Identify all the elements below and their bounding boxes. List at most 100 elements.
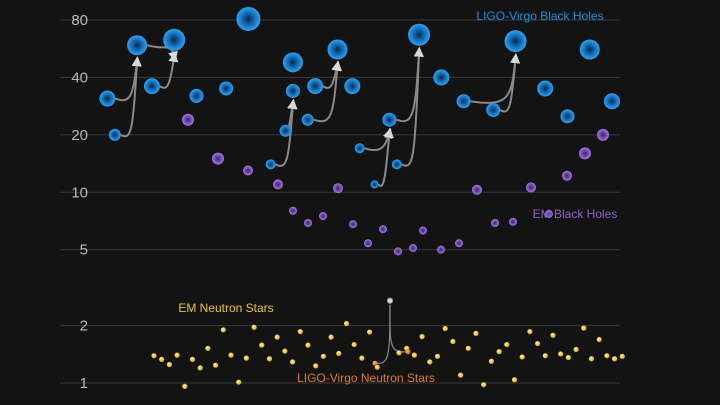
em-black-hole (289, 206, 297, 215)
em-black-hole (349, 220, 357, 229)
em-neutron-star (205, 345, 211, 351)
y-tick-label: 1 (80, 375, 88, 392)
em-neutron-star (282, 348, 288, 354)
em-neutron-star (519, 354, 525, 360)
em-neutron-star (473, 330, 479, 336)
merger-arrow (401, 46, 424, 167)
series-label: LIGO-Virgo Black Holes (476, 9, 603, 23)
y-tick-label: 80 (71, 12, 88, 29)
ligo-virgo-black-hole (189, 88, 204, 103)
ligo-virgo-black-hole (391, 159, 402, 170)
ligo-virgo-black-hole (307, 78, 324, 95)
em-neutron-star (213, 362, 219, 368)
y-tick-label: 5 (80, 242, 88, 259)
em-neutron-star (228, 352, 234, 358)
merger-arrow (313, 60, 343, 123)
em-black-hole (455, 239, 463, 248)
merger-arrow (374, 304, 391, 365)
em-neutron-star (465, 345, 471, 351)
em-neutron-star (496, 349, 502, 355)
em-black-hole (212, 152, 224, 165)
ligo-virgo-black-hole (344, 78, 361, 95)
em-neutron-star (259, 342, 265, 348)
em-neutron-star (359, 355, 365, 361)
merger-arrow (275, 98, 298, 167)
y-tick-label: 20 (71, 127, 88, 144)
data-points (99, 6, 625, 389)
series-labels: LIGO-Virgo Black Holes EM Black Holes EM N… (178, 9, 617, 385)
y-axis-tick-labels: 1 2 5 10 20 40 80 (71, 12, 88, 392)
em-black-hole (319, 212, 327, 221)
merger-arrow (115, 56, 142, 102)
y-tick-label: 2 (80, 318, 88, 335)
em-neutron-star (243, 355, 249, 361)
ligo-virgo-black-hole (265, 159, 276, 170)
ligo-virgo-black-hole (504, 30, 527, 53)
ligo-virgo-black-hole (560, 109, 575, 124)
em-neutron-star (396, 350, 402, 356)
em-neutron-star (588, 356, 595, 362)
em-neutron-star (182, 383, 188, 389)
ligo-virgo-black-hole (163, 28, 186, 51)
em-neutron-star (197, 365, 203, 371)
em-neutron-star (320, 353, 326, 359)
ligo-virgo-black-hole (408, 23, 431, 46)
ligo-virgo-black-hole (99, 90, 116, 107)
em-neutron-star (336, 350, 342, 356)
em-neutron-star (619, 353, 625, 359)
em-black-hole (243, 165, 253, 176)
series-label: EM Neutron Stars (178, 301, 273, 315)
em-neutron-star (612, 356, 618, 362)
em-black-hole (394, 247, 402, 256)
em-neutron-star (367, 329, 373, 335)
em-neutron-star (504, 341, 510, 348)
em-neutron-star (511, 377, 518, 383)
em-neutron-star (535, 340, 541, 347)
ligo-virgo-black-hole (285, 83, 300, 98)
ligo-virgo-neutron-star (405, 349, 411, 355)
em-neutron-star (450, 338, 456, 345)
em-black-hole (509, 217, 517, 226)
em-neutron-star (573, 346, 579, 353)
ligo-virgo-black-hole (279, 124, 292, 137)
em-neutron-star (313, 363, 319, 369)
em-black-hole (182, 113, 194, 126)
merger-arrow (499, 53, 521, 113)
ligo-virgo-black-hole (327, 39, 348, 60)
em-black-hole (333, 183, 343, 194)
em-neutron-star (411, 352, 417, 358)
em-neutron-star (427, 359, 433, 365)
em-neutron-star (565, 354, 572, 361)
em-neutron-star (220, 327, 226, 333)
ligo-virgo-black-hole (456, 94, 471, 109)
em-neutron-star (542, 353, 548, 359)
em-neutron-star (581, 325, 587, 331)
y-tick-label: 10 (71, 184, 88, 201)
em-black-hole (437, 245, 445, 254)
em-black-hole (597, 128, 609, 141)
ligo-virgo-black-hole (382, 112, 397, 127)
merger-arrow (159, 51, 179, 89)
em-black-hole (491, 218, 499, 227)
series-label: LIGO-Virgo Neutron Stars (297, 371, 435, 385)
em-neutron-star (343, 320, 350, 327)
ligo-virgo-black-hole (604, 93, 620, 110)
em-neutron-star (604, 353, 610, 359)
em-black-hole (562, 170, 572, 181)
series-label: EM Black Holes (533, 207, 618, 221)
em-neutron-star (527, 328, 533, 335)
ligo-virgo-black-hole (579, 39, 600, 60)
em-neutron-star (174, 352, 180, 358)
em-neutron-star (442, 325, 448, 332)
ligo-virgo-black-hole (433, 69, 450, 86)
em-neutron-star (434, 353, 441, 359)
em-neutron-star (251, 324, 257, 330)
em-black-hole (579, 147, 591, 160)
ligo-virgo-black-hole (537, 80, 554, 97)
ligo-virgo-black-hole (282, 52, 303, 73)
em-black-hole (409, 244, 417, 253)
em-black-hole (545, 209, 553, 218)
ligo-virgo-black-hole (301, 113, 314, 126)
